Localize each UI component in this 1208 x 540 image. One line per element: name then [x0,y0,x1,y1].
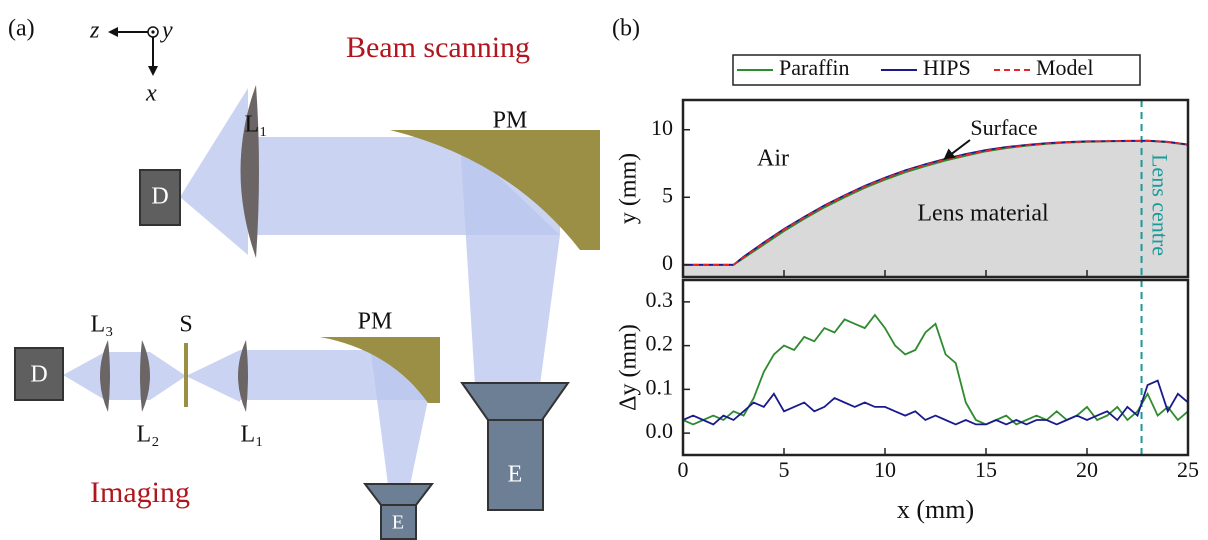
series-line [683,139,1188,266]
y-tick-label: 0.2 [646,331,674,356]
beam [150,352,186,400]
series-line: HIPS [683,379,1188,426]
x-tick-label: 25 [1177,457,1199,482]
legend-box [732,54,1141,86]
y-tick-label: 0.0 [646,418,674,443]
arrow-head [943,148,956,160]
y-tick-label: 0.3 [646,287,674,312]
axis-label: z [89,18,100,44]
x-tick-label: 15 [975,457,997,482]
axis-out [147,26,159,38]
legend: Paraffin HIPS Model [732,54,1141,86]
emitter-label: E [508,462,523,488]
emitter-horn [362,483,435,506]
detector [139,169,181,226]
lens [240,85,259,258]
arrow-head [108,27,118,37]
annotation: Lens material [917,201,1049,227]
lens [140,340,150,412]
stop-label: S [179,312,192,338]
emitter-label: E [392,512,404,534]
axis-label: x [145,81,157,107]
x-tick-label: 5 [779,457,790,482]
lens [100,340,110,412]
detector [14,347,64,401]
y-tick-label: 0 [662,250,673,275]
x-axis-title: x (mm) [897,495,974,524]
series-line: Paraffin [683,313,1188,426]
lens [238,340,248,412]
panel-label: (b) [612,16,640,42]
chart-panel: 0 5 10 y (mm) Air Lens material Surface Lens ce… [616,98,1190,279]
y-tick-label: 0.1 [646,374,674,399]
y-tick-label: 10 [651,115,673,140]
emitter [487,419,544,511]
beam [186,350,240,402]
panel-label: (a) [8,16,35,42]
x-tick-label: 20 [1076,457,1098,482]
plot-frame [681,278,1190,457]
annotation: Lens centre [1147,154,1172,256]
legend-label: HIPS [923,55,971,80]
x-tick-label: 0 [678,457,689,482]
arrow-head [148,66,158,76]
parabolic-mirror [320,337,440,403]
plot-area [683,100,1188,277]
y-tick-label: 5 [662,182,673,207]
beam [370,345,428,485]
stop [184,343,188,407]
y-axis-title: Δy (mm) [616,324,642,411]
beam [180,88,248,255]
title: Beam scanning [346,31,530,64]
annotation-arrow [948,139,971,157]
lens-label: L₁ [244,112,267,138]
mirror-label: PM [493,108,528,134]
plot-frame [681,98,1190,279]
title: Imaging [90,476,190,509]
detector-label: D [30,362,47,388]
parabolic-mirror [390,130,600,250]
legend-label: Paraffin [779,55,849,80]
y-axis-title: y (mm) [616,153,642,224]
detector-label: D [151,184,168,210]
annotation: Surface [970,115,1037,140]
emitter [380,504,417,540]
emitter-horn [460,382,570,421]
axis-label: y [160,18,173,44]
lens-label: L₂ [136,422,159,448]
lens-label: L₁ [240,422,263,448]
beam [460,140,560,385]
axis-dot [151,30,155,34]
annotation: Air [757,146,789,172]
beam [63,352,105,400]
lens-label: L₃ [90,312,113,338]
x-tick-label: 10 [874,457,896,482]
lens-material-area [683,140,1188,277]
mirror-label: PM [358,309,393,335]
legend-label: Model [1036,55,1093,80]
diagram: (a) z y x Beam scanning Imaging D L₁ PM … [8,16,600,540]
